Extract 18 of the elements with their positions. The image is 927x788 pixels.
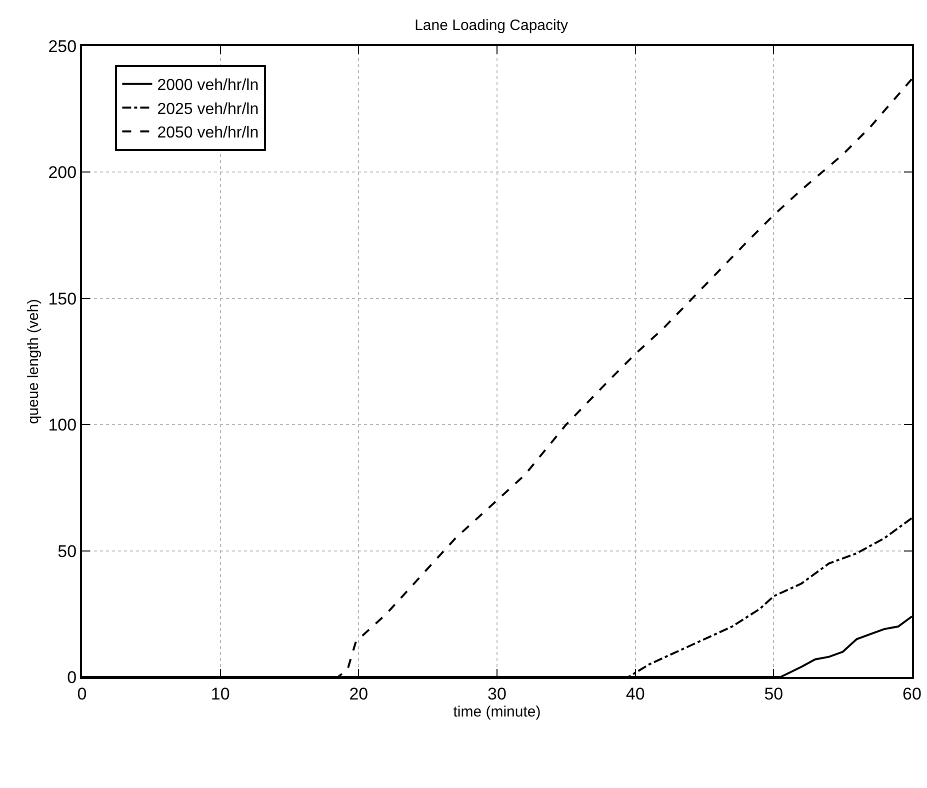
y-tick-label: 100 [48, 416, 77, 435]
x-axis-title: time (minute) [453, 703, 541, 720]
y-tick-label: 250 [48, 36, 77, 56]
y-axis-title: queue length (veh) [24, 298, 42, 424]
legend-label: 2050 veh/hr/ln [157, 124, 259, 142]
x-tick-label: 40 [626, 684, 645, 704]
y-tick-label: 50 [58, 542, 77, 561]
x-tick-label: 50 [764, 684, 784, 704]
x-tick-label: 30 [488, 684, 506, 704]
legend-label: 2000 veh/hr/ln [157, 77, 259, 94]
y-tick-label: 0 [67, 668, 77, 687]
y-tick-label: 150 [48, 289, 77, 308]
x-tick-label: 20 [349, 684, 368, 704]
legend-label: 2025 veh/hr/ln [157, 100, 259, 118]
y-tick-label: 200 [48, 163, 77, 182]
x-tick-label: 60 [902, 684, 922, 704]
chart-title: Lane Loading Capacity [414, 17, 569, 34]
x-tick-label: 10 [210, 684, 230, 704]
